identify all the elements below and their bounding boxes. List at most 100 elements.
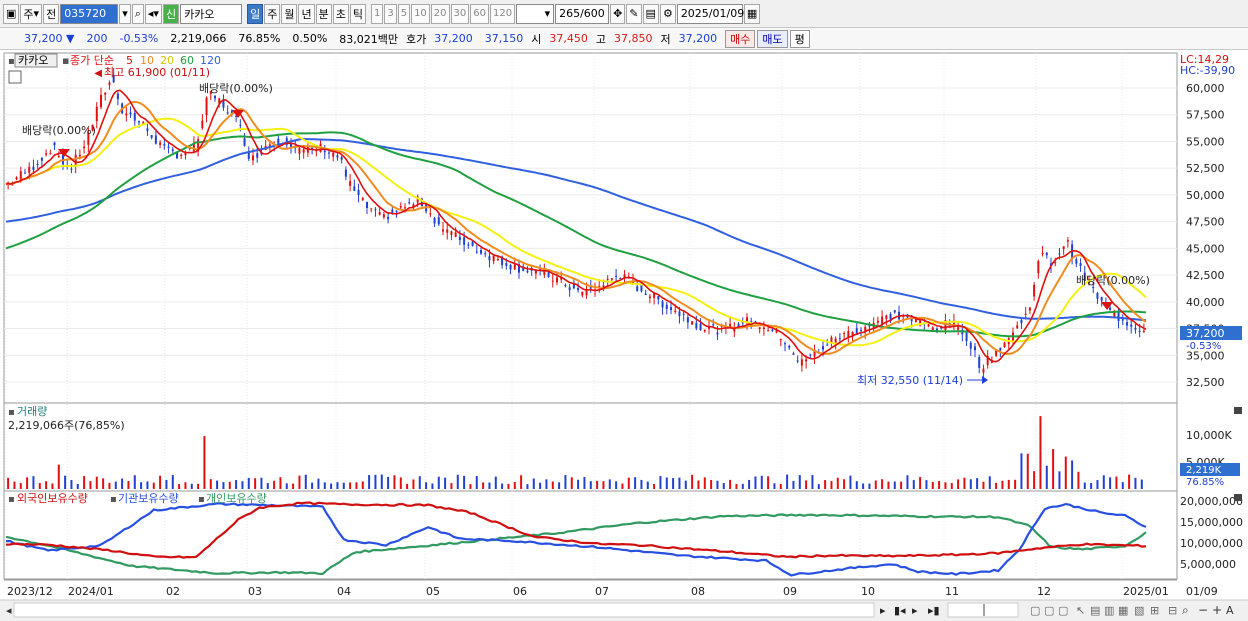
volume-bar xyxy=(621,483,624,489)
candle-body xyxy=(944,320,947,331)
interval-button[interactable]: 30 xyxy=(450,3,470,24)
volume-bar xyxy=(874,480,877,489)
candle-body xyxy=(1100,296,1103,301)
tool-icon[interactable]: ⊟ xyxy=(1168,604,1177,617)
type-select[interactable]: 전 xyxy=(43,3,60,24)
tab-period-week[interactable]: 주 xyxy=(264,3,281,24)
layout-icon[interactable]: ▣ xyxy=(3,3,20,24)
interval-button[interactable]: 20 xyxy=(430,3,450,24)
market-select[interactable]: 주 ▾ xyxy=(20,3,43,24)
interval-button[interactable]: 5 xyxy=(397,3,411,24)
candle-body xyxy=(678,311,681,317)
candle-body xyxy=(399,206,402,208)
name-input[interactable]: 카카오 xyxy=(180,3,243,24)
search-icon[interactable]: ⌕ xyxy=(131,3,144,24)
volume-bar xyxy=(171,474,174,489)
volume-bar xyxy=(938,480,941,489)
tab-period-second[interactable]: 초 xyxy=(332,3,349,24)
zoom-reset-icon[interactable]: ⌕ xyxy=(1182,603,1189,617)
volume-bar xyxy=(906,475,909,489)
table-toggle-icon[interactable] xyxy=(8,70,22,84)
tab-period-day[interactable]: 일 xyxy=(247,3,264,24)
play-icon[interactable]: ▸ xyxy=(912,604,918,617)
tab-period-month[interactable]: 월 xyxy=(281,3,298,24)
tab-period-tick[interactable]: 틱 xyxy=(349,3,366,24)
draw-tool-icon[interactable]: ✎ xyxy=(626,3,642,24)
candle-body xyxy=(957,327,960,330)
candle-body xyxy=(615,275,618,277)
zoom-in-icon[interactable]: + xyxy=(1212,603,1222,617)
volume-panel-close-icon[interactable] xyxy=(1234,407,1242,414)
eval-button[interactable]: 평 xyxy=(789,29,810,48)
tab-period-minute[interactable]: 분 xyxy=(315,3,332,24)
candle-body xyxy=(813,351,816,357)
candle-body xyxy=(311,147,314,149)
speaker-icon[interactable]: ◂▾ xyxy=(144,3,162,24)
code-input[interactable]: 035720 xyxy=(60,3,119,24)
tool-icon[interactable]: ↖ xyxy=(1076,604,1085,617)
tool-icon[interactable]: ▦ xyxy=(1118,604,1128,617)
volume-bar xyxy=(900,481,903,489)
legend-close-sma: 종가 단순 xyxy=(70,54,114,67)
low-price: 37,200 xyxy=(678,32,718,45)
panel-menu-icon[interactable]: ▪ xyxy=(8,56,15,67)
candle-body xyxy=(784,343,786,345)
candle-body xyxy=(653,293,656,298)
scroll-right-icon[interactable]: ▸ xyxy=(880,604,886,617)
code-dropdown-icon[interactable]: ▾ xyxy=(119,3,131,24)
candle-body xyxy=(252,155,254,161)
candle-body xyxy=(712,324,715,326)
scroll-left-icon[interactable]: ◂ xyxy=(6,604,12,617)
interval-button[interactable]: 3 xyxy=(384,3,397,24)
font-size-icon[interactable]: A xyxy=(1226,604,1234,617)
save-icon[interactable]: ▤ xyxy=(642,3,659,24)
candle-body xyxy=(830,337,833,343)
candle-body xyxy=(142,122,145,125)
candle-body xyxy=(133,113,136,121)
step-forward-icon[interactable]: ▸▮ xyxy=(928,604,940,617)
crosshair-icon[interactable]: ✥ xyxy=(610,3,626,24)
volume-value-label: 2,219,066주(76,85%) xyxy=(8,419,125,432)
candle-body xyxy=(534,270,537,274)
tool-icon[interactable]: ▥ xyxy=(1104,604,1114,617)
tool-icon[interactable]: ▧ xyxy=(1134,604,1144,617)
candle-body xyxy=(1126,322,1128,326)
interval-dropdown[interactable]: ▾ xyxy=(516,3,555,24)
interval-button[interactable]: 120 xyxy=(490,3,516,24)
tool-icon[interactable]: ▤ xyxy=(1090,604,1100,617)
buy-button[interactable]: 매수 xyxy=(725,29,756,48)
candle-body xyxy=(737,323,740,329)
candle-body xyxy=(619,277,622,279)
date-input[interactable]: 2025/01/09 xyxy=(676,3,744,24)
interval-button[interactable]: 60 xyxy=(470,3,489,24)
holding-panel-close-icon[interactable] xyxy=(1234,494,1242,501)
candle-body xyxy=(277,138,280,145)
calendar-icon[interactable]: ▦ xyxy=(743,3,761,24)
candle-body xyxy=(57,156,60,158)
sell-button[interactable]: 매도 xyxy=(757,29,788,48)
gear-icon[interactable]: ⚙ xyxy=(659,3,676,24)
volume-bar xyxy=(488,482,491,489)
zoom-slider[interactable] xyxy=(947,602,1019,618)
tool-icon[interactable]: ▢ xyxy=(1044,604,1054,617)
price-change-pct: -0.53% xyxy=(119,32,159,45)
count-input[interactable]: 265/600 xyxy=(555,3,610,24)
tool-icon[interactable]: ⊞ xyxy=(1150,604,1159,617)
interval-button[interactable]: 10 xyxy=(411,3,430,24)
candle-body xyxy=(1020,319,1023,324)
tab-period-year[interactable]: 년 xyxy=(298,3,315,24)
interval-button[interactable]: 1 xyxy=(370,3,384,24)
candle-body xyxy=(1113,311,1116,317)
step-back-icon[interactable]: ▮◂ xyxy=(894,604,906,617)
volume-bar xyxy=(285,483,288,489)
tool-icon[interactable]: ▢ xyxy=(1058,604,1068,617)
horizontal-scrollbar[interactable] xyxy=(13,602,875,618)
zoom-out-icon[interactable]: − xyxy=(1198,603,1208,617)
volume-bar xyxy=(539,482,542,489)
tool-icon[interactable]: ▢ xyxy=(1030,604,1040,617)
candle-body xyxy=(889,313,892,320)
stock-chart[interactable]: 60,000 57,500 55,000 52,500 50,000 47,500 45,0… xyxy=(0,50,1248,621)
volume-bar xyxy=(849,475,852,489)
candle-body xyxy=(340,157,343,160)
candle-body xyxy=(420,198,423,207)
